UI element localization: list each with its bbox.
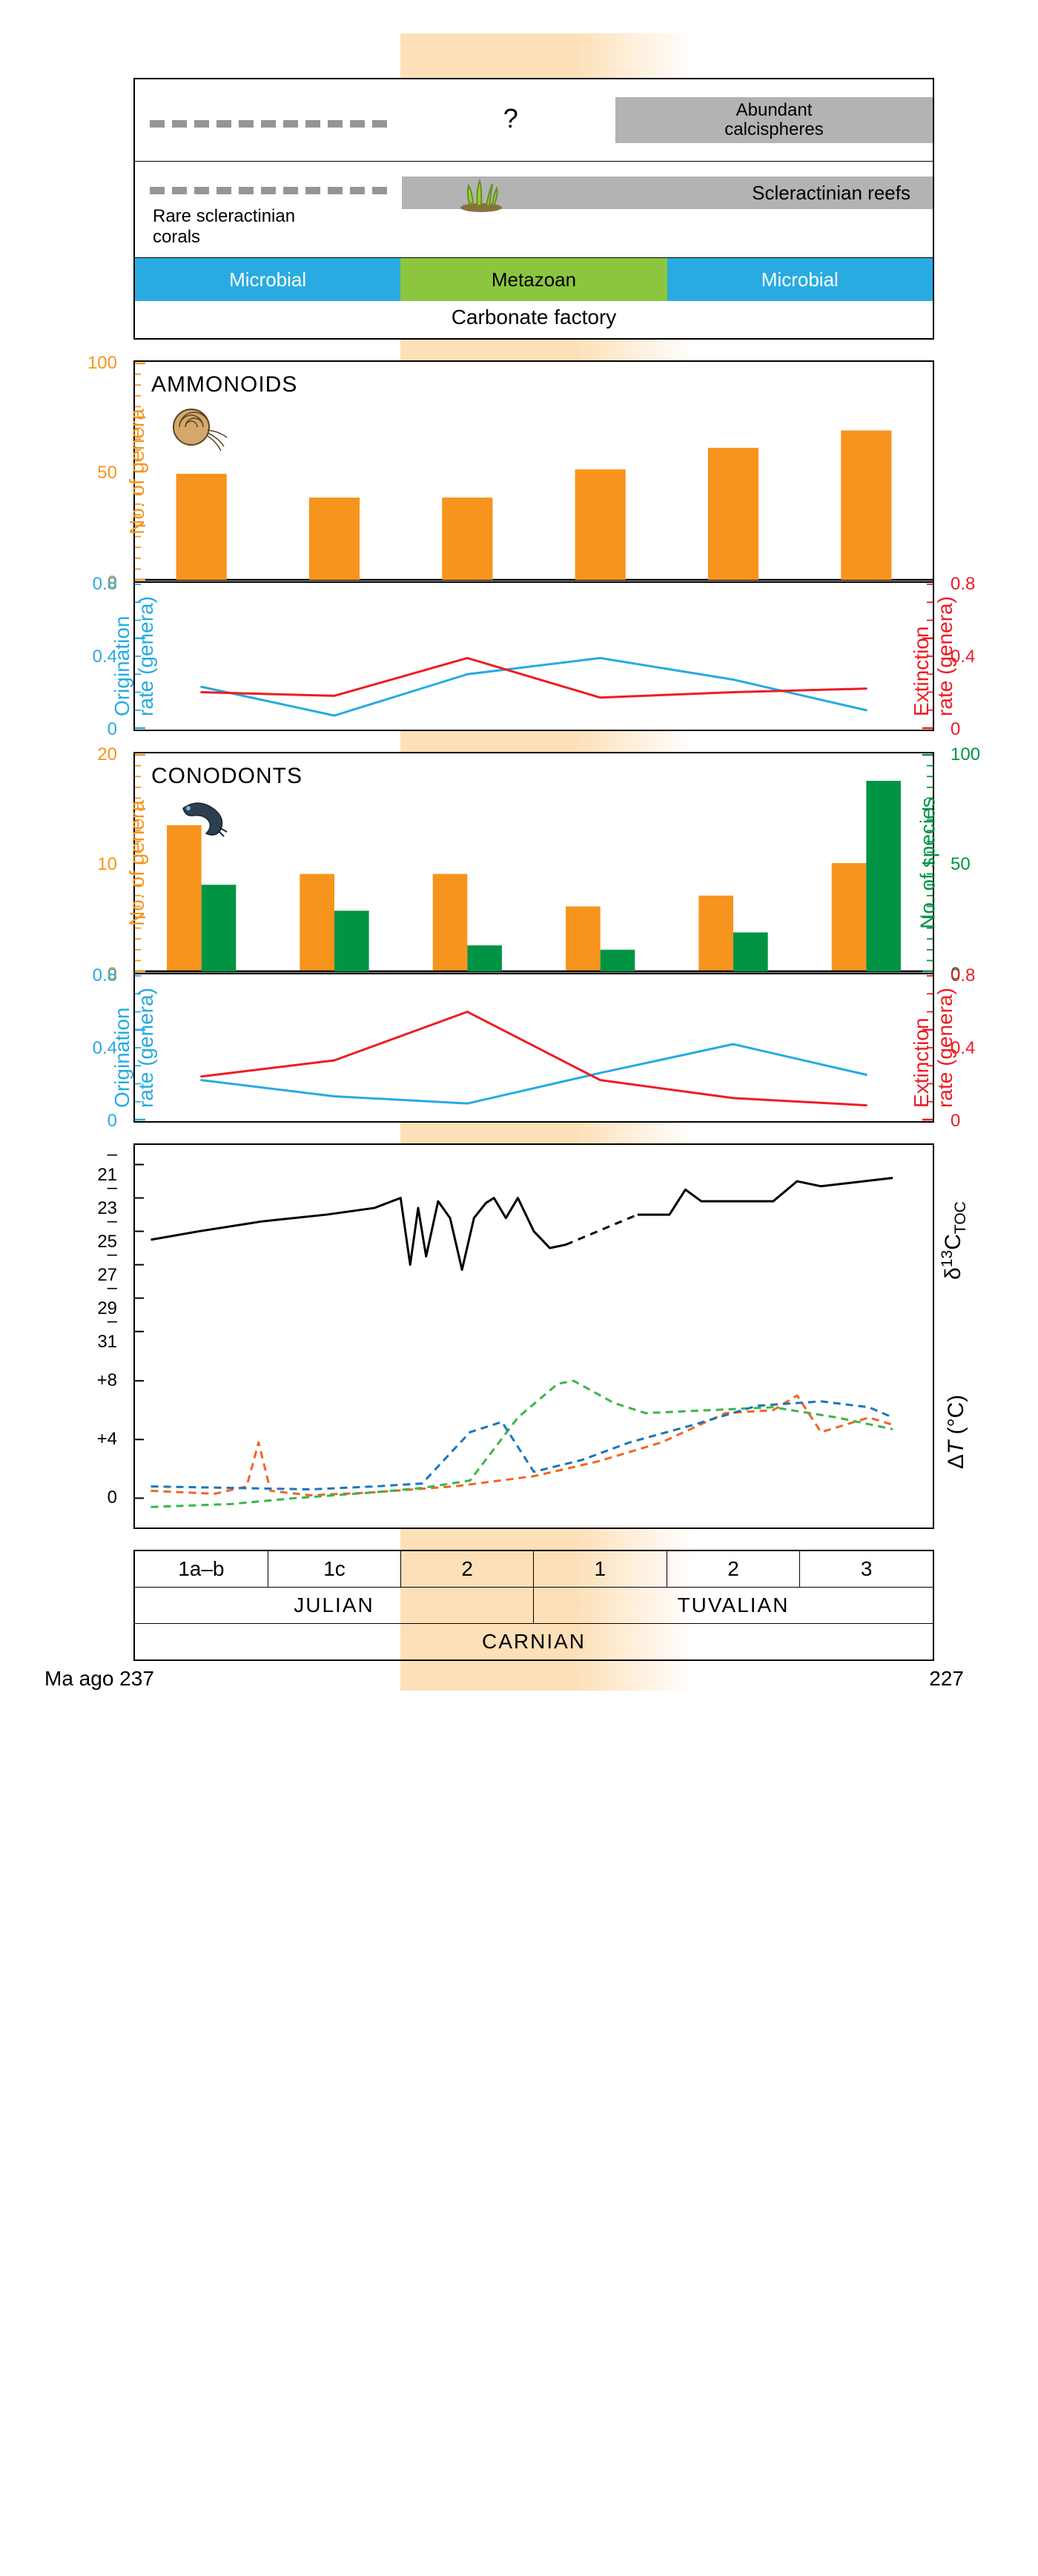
scleractinian-label: Scleractinian reefs [752, 182, 910, 205]
timescale-row-1: 1a–b1c2123 [135, 1551, 933, 1587]
coral-icon [455, 172, 507, 213]
isotopes-svg [135, 1145, 933, 1528]
conodont-icon [172, 792, 239, 844]
ma-left: Ma ago 237 [44, 1667, 154, 1691]
dash-line-1 [150, 120, 387, 128]
timescale-carnian: CARNIAN [135, 1624, 933, 1659]
ammonite-icon [165, 400, 231, 460]
carbonate-caption: Carbonate factory [135, 301, 933, 338]
d13c-label: δ13CTOC [939, 1201, 970, 1280]
ammonoids-rates-panel: Origination rate (genera) Extinction rat… [133, 583, 934, 731]
conodonts-rates-svg [135, 974, 933, 1121]
conodonts-panel: CONODONTS No. of genera No. of species 0… [133, 752, 934, 974]
conodonts-rates-panel: Origination rate (genera) Extinction rat… [133, 974, 934, 1123]
carbonate-row-2: Rare scleractinian corals Scleractinian … [135, 161, 933, 257]
ma-right: 227 [929, 1667, 964, 1691]
calcispheres-bar: Abundant calcispheres [615, 97, 933, 143]
isotopes-panel: –21–23–25–27–29–31 0+4+8 δ13CTOC ΔT (°C) [133, 1143, 934, 1529]
ammonoids-title: AMMONOIDS [151, 372, 297, 397]
carbonate-row-3: MicrobialMetazoanMicrobial Carbonate fac… [135, 257, 933, 338]
carbonate-panel: ? Abundant calcispheres Rare scleractini… [133, 78, 934, 340]
ammonoids-panel: AMMONOIDS No. of genera 050100 [133, 360, 934, 583]
question-mark: ? [503, 103, 518, 134]
carbonate-row-1: ? Abundant calcispheres [135, 79, 933, 161]
stack: ? Abundant calcispheres Rare scleractini… [133, 78, 934, 1691]
dt-label: ΔT (°C) [944, 1395, 969, 1469]
figure: CPE ? Abundant calcispheres Rare sclerac… [0, 0, 1038, 1720]
dash-line-2 [150, 187, 387, 194]
calcispheres-label: Abundant calcispheres [724, 101, 823, 140]
ammonoids-rates-svg [135, 583, 933, 730]
ma-row: Ma ago 237 227 [133, 1661, 934, 1691]
carbonate-segments: MicrobialMetazoanMicrobial [135, 258, 933, 301]
timescale-row-3: CARNIAN [135, 1623, 933, 1659]
conodonts-title: CONODONTS [151, 764, 303, 789]
rare-scler-label: Rare scleractinian corals [153, 206, 295, 247]
timescale-row-2: JULIANTUVALIAN [135, 1587, 933, 1623]
timescale: 1a–b1c2123 JULIANTUVALIAN CARNIAN [133, 1550, 934, 1661]
